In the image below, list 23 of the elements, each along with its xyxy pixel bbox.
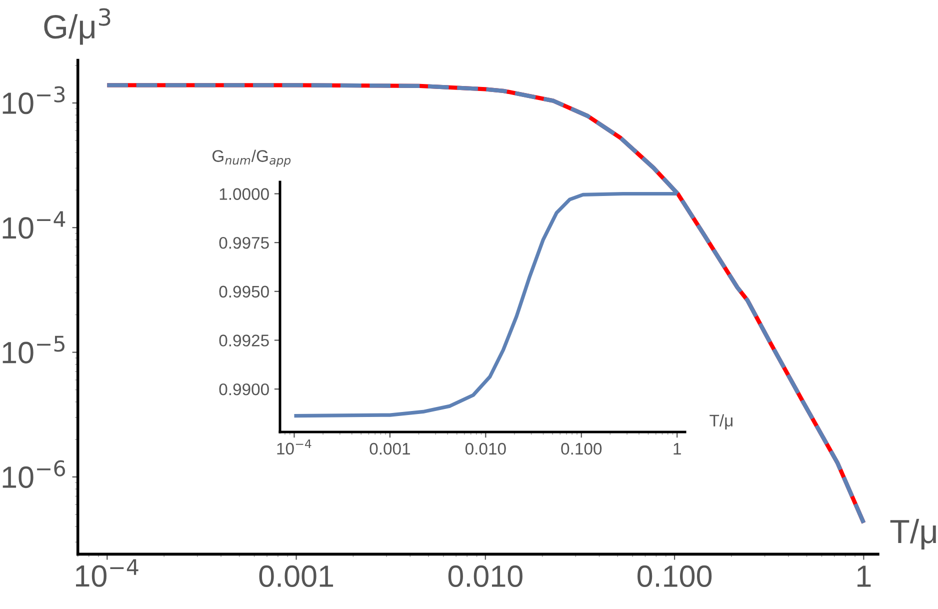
y-tick-label: 0.9900	[219, 383, 269, 396]
y-tick-label: 10$^{−3}$	[2, 86, 65, 114]
y-tick-label: 0.9925	[219, 334, 269, 346]
x-axis-title: T/μ	[890, 518, 936, 550]
y-tick-label: 10$^{−6}$	[2, 460, 65, 488]
y-tick-label: 10$^{−5}$	[2, 336, 64, 364]
x-tick-label: 0.100	[561, 442, 602, 455]
x-tick-label: 0.010	[465, 442, 506, 455]
x-tick-label: 1	[858, 566, 871, 587]
x-axis-title: T/μ	[710, 414, 732, 430]
x-tick-label: 0.100	[638, 565, 712, 588]
x-tick-label: 0.010	[448, 565, 522, 588]
x-tick-label: 0.001	[370, 442, 410, 455]
y-tick-label: 10$^{−4}$	[2, 211, 66, 239]
y-axis-title: G$_{num}$/G$_{app}$	[212, 150, 291, 167]
y-tick-label: 1.0000	[220, 188, 269, 200]
x-tick-label: 0.001	[259, 565, 334, 588]
x-tick-label: 10$^{−4}$	[277, 440, 312, 455]
y-axis-title: G/μ$^{3}$	[44, 8, 110, 45]
x-tick-label: 10$^{−4}$	[76, 559, 138, 587]
y-tick-label: 0.9975	[219, 236, 269, 249]
y-tick-label: 0.9950	[219, 286, 269, 298]
x-tick-label: 1	[674, 443, 681, 455]
